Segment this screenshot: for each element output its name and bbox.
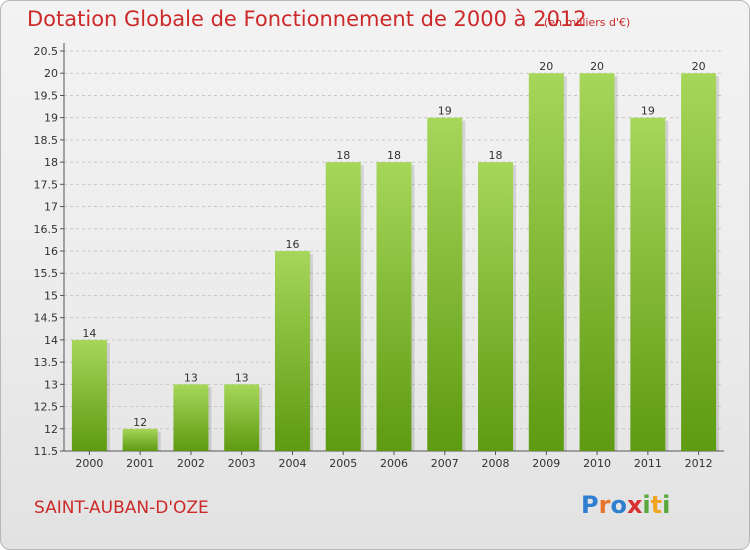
x-tick-label: 2008 (482, 457, 510, 470)
data-label: 14 (82, 327, 96, 340)
proxiti-logo: Proxiti (581, 491, 670, 519)
bar (71, 339, 107, 451)
logo-letter: t (650, 491, 663, 519)
commune-name: SAINT-AUBAN-D'OZE (34, 498, 209, 518)
logo-letter: i (662, 491, 671, 519)
y-tick-label: 19.5 (34, 89, 59, 102)
y-tick-label: 20.5 (34, 45, 59, 58)
y-tick-label: 20 (44, 67, 58, 80)
labels: 11.5 12 12.5 13 13.5 14 14.5 15 15.5 16 16.5 17 17.5… (34, 45, 713, 470)
y-tick-label: 12.5 (34, 401, 59, 414)
y-tick-label: 14 (44, 334, 58, 347)
x-tick-label: 2010 (583, 457, 611, 470)
x-tick-label: 2000 (75, 457, 103, 470)
bar (681, 73, 717, 451)
y-tick-label: 18.5 (34, 134, 59, 147)
y-tick-label: 16 (44, 245, 58, 258)
y-tick-label: 19 (44, 112, 58, 125)
bar (325, 162, 361, 451)
y-tick-label: 11.5 (34, 445, 59, 458)
bar (376, 162, 412, 451)
data-label: 18 (489, 149, 503, 162)
bar (173, 384, 209, 451)
bar (274, 251, 310, 451)
data-label: 20 (539, 60, 553, 73)
y-tick-label: 17.5 (34, 178, 59, 191)
chart-title: Dotation Globale de Fonctionnement de 20… (27, 7, 587, 31)
bar (224, 384, 260, 451)
logo-letter: P (581, 491, 599, 519)
x-tick-label: 2009 (532, 457, 560, 470)
y-tick-label: 14.5 (34, 312, 59, 325)
x-tick-label: 2004 (278, 457, 306, 470)
data-label: 20 (692, 60, 706, 73)
data-label: 20 (590, 60, 604, 73)
bar (478, 162, 514, 451)
logo-letter: r (598, 491, 611, 519)
x-tick-label: 2007 (431, 457, 459, 470)
logo-letter: o (610, 491, 627, 519)
bars (71, 73, 720, 452)
bar (122, 428, 158, 451)
data-label: 13 (235, 371, 249, 384)
y-tick-label: 18 (44, 156, 58, 169)
data-label: 12 (133, 416, 147, 429)
x-tick-label: 2003 (228, 457, 256, 470)
y-tick-label: 15 (44, 289, 58, 302)
y-tick-label: 13 (44, 378, 58, 391)
logo-letter: x (626, 491, 643, 519)
y-tick-label: 15.5 (34, 267, 59, 280)
data-label: 18 (336, 149, 350, 162)
x-tick-label: 2006 (380, 457, 408, 470)
bar (427, 117, 463, 452)
x-tick-label: 2012 (685, 457, 713, 470)
data-label: 19 (641, 105, 655, 118)
bar (579, 73, 615, 451)
data-label: 16 (285, 238, 299, 251)
data-label: 13 (184, 371, 198, 384)
y-tick-label: 12 (44, 423, 58, 436)
x-tick-label: 2011 (634, 457, 662, 470)
data-label: 19 (438, 105, 452, 118)
y-tick-label: 17 (44, 201, 58, 214)
y-tick-label: 13.5 (34, 356, 59, 369)
x-tick-label: 2002 (177, 457, 205, 470)
x-tick-label: 2005 (329, 457, 357, 470)
bar (528, 73, 564, 451)
x-tick-label: 2001 (126, 457, 154, 470)
data-label: 18 (387, 149, 401, 162)
y-tick-label: 16.5 (34, 223, 59, 236)
bar (630, 117, 666, 452)
logo-letter: i (642, 491, 651, 519)
unit-note: (en milliers d'€) (544, 16, 631, 29)
